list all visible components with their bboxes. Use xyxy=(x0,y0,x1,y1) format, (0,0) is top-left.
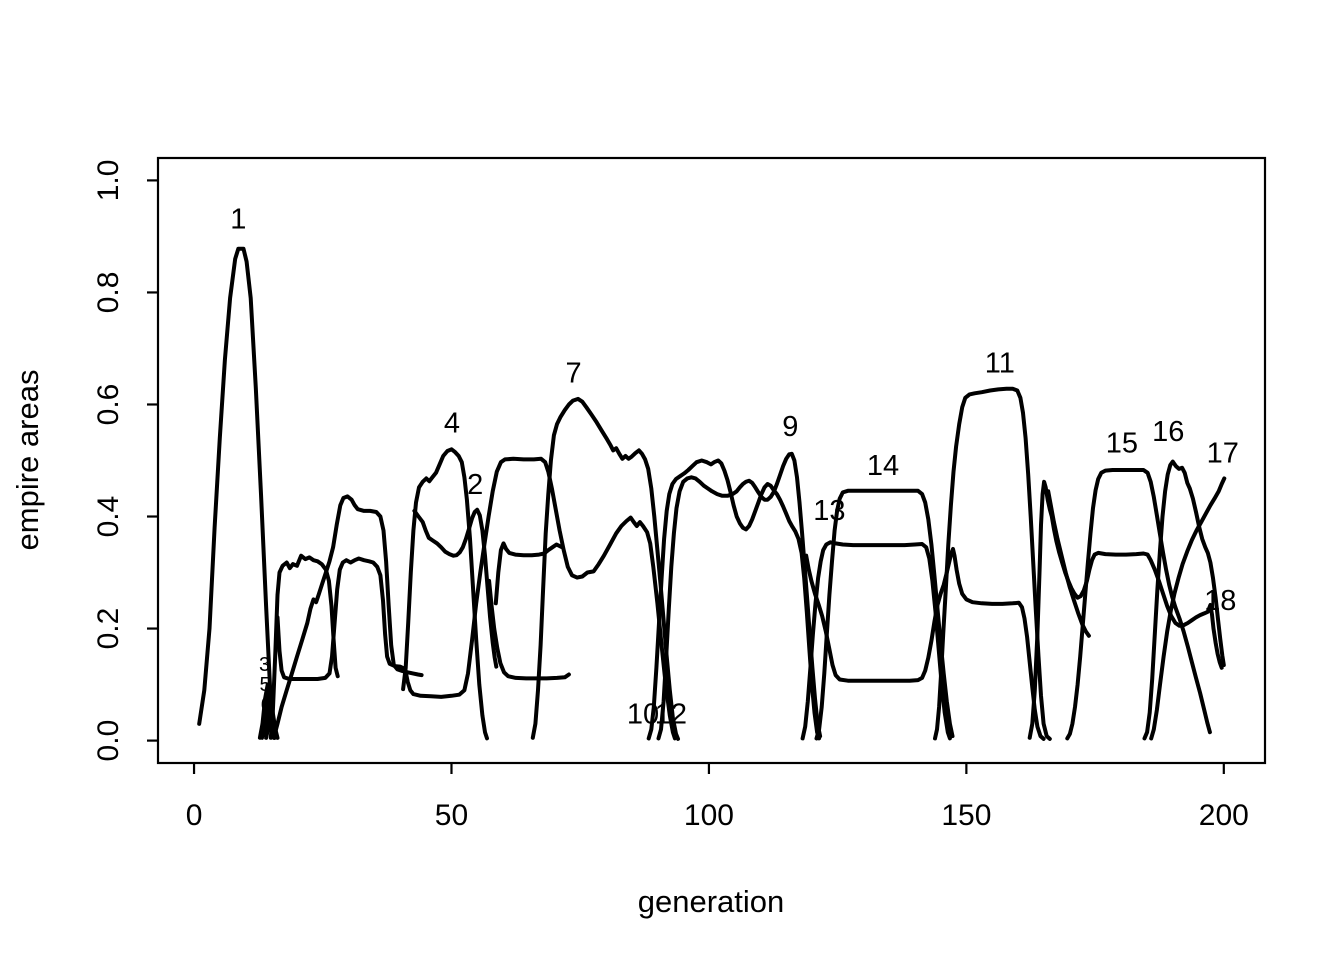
empire-label-4: 4 xyxy=(444,407,460,439)
series-line-empire-1 xyxy=(197,246,277,740)
y-tick-label: 1.0 xyxy=(92,160,125,202)
y-tick-label: 0.2 xyxy=(92,608,125,650)
series-line-empire-14 xyxy=(814,488,955,741)
empire-label-5: 5 xyxy=(260,674,271,696)
x-tick-label: 200 xyxy=(1199,799,1249,832)
series-line-empire-17 xyxy=(1149,476,1227,741)
series-line-empire-11 xyxy=(933,386,1052,741)
series-line-spike-plateau-empire-18 xyxy=(1027,479,1224,740)
y-tick-label: 0.0 xyxy=(92,720,125,762)
empire-label-15: 15 xyxy=(1106,428,1138,460)
x-tick-label: 100 xyxy=(684,799,734,832)
y-axis-title: empire areas xyxy=(10,370,45,551)
x-axis-ticks: 0 50 100 150 200 xyxy=(186,763,1249,832)
empire-label-8: 8 xyxy=(262,712,273,734)
plot-box xyxy=(156,156,1267,765)
series-line-empire-7 xyxy=(530,396,680,741)
series-line-hump-gen16-27 xyxy=(268,553,340,740)
series-line-empire-15 xyxy=(1065,468,1212,741)
series-line-empire-10 xyxy=(646,458,822,741)
empire-label-7: 7 xyxy=(565,358,581,390)
series-line-tail-low-gen58-73 xyxy=(487,578,571,681)
series-line-longlife-a xyxy=(275,456,677,741)
x-tick-label: 0 xyxy=(186,799,203,832)
empire-label-12: 12 xyxy=(655,699,687,731)
series-line-empire-9 xyxy=(656,451,823,741)
series-line-longlife-b xyxy=(271,494,424,740)
series-line-empire-4 xyxy=(401,447,489,741)
empire-label-16: 16 xyxy=(1152,416,1184,448)
y-axis-ticks: 0.0 0.2 0.4 0.6 0.8 1.0 xyxy=(92,160,158,762)
empire-label-13: 13 xyxy=(813,495,845,527)
empire-label-11: 11 xyxy=(985,347,1015,379)
series-lines xyxy=(197,246,1227,741)
series-line-empire-2 xyxy=(412,507,499,669)
x-axis-title: generation xyxy=(638,884,785,919)
empire-label-14: 14 xyxy=(867,450,899,482)
empire-label-3: 3 xyxy=(259,654,270,676)
series-line-empire-16 xyxy=(1142,459,1226,741)
empire-label-18: 18 xyxy=(1204,585,1236,617)
empire-label-9: 9 xyxy=(782,411,798,443)
y-tick-label: 0.4 xyxy=(92,496,125,538)
y-tick-label: 0.6 xyxy=(92,384,125,426)
x-tick-label: 150 xyxy=(941,799,991,832)
empire-label-17: 17 xyxy=(1207,438,1239,470)
empire-label-10: 10 xyxy=(627,699,659,731)
empire-label-6: 6 xyxy=(261,694,272,716)
empire-label-1: 1 xyxy=(230,204,246,236)
empire-label-2: 2 xyxy=(467,469,483,501)
series-line-decline-recover-0245 xyxy=(804,547,1046,741)
series-line-mid-033-gen59-71 xyxy=(493,541,565,606)
y-tick-label: 0.8 xyxy=(92,272,125,314)
x-tick-label: 50 xyxy=(435,799,468,832)
